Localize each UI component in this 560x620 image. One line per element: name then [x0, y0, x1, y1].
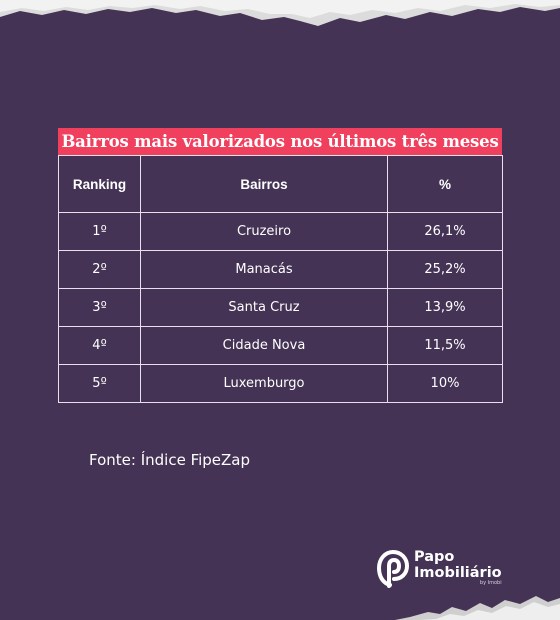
torn-paper-top [0, 0, 560, 26]
rank-cell: 5º [58, 364, 141, 403]
table-row: 1º Cruzeiro 26,1% [58, 212, 503, 251]
table-title: Bairros mais valorizados nos últimos trê… [61, 132, 499, 151]
brand-logo: Papo Imobiliário by Imobi [376, 548, 502, 588]
table-header-row: Ranking Bairros % [58, 155, 503, 213]
percent-cell: 11,5% [387, 326, 503, 365]
ranking-table: Ranking Bairros % 1º Cruzeiro 26,1% 2º M… [58, 155, 503, 403]
header-ranking: Ranking [58, 155, 141, 213]
table-row: 5º Luxemburgo 10% [58, 364, 503, 403]
table-title-banner: Bairros mais valorizados nos últimos trê… [58, 128, 502, 155]
neighborhood-cell: Luxemburgo [140, 364, 388, 403]
header-percent: % [387, 155, 503, 213]
papo-imobiliario-logo-icon [376, 549, 410, 588]
table-row: 4º Cidade Nova 11,5% [58, 326, 503, 365]
rank-cell: 4º [58, 326, 141, 365]
percent-cell: 10% [387, 364, 503, 403]
rank-cell: 3º [58, 288, 141, 327]
brand-tagline: by Imobi [479, 580, 502, 586]
rank-cell: 1º [58, 212, 141, 251]
neighborhood-cell: Manacás [140, 250, 388, 289]
neighborhood-cell: Santa Cruz [140, 288, 388, 327]
neighborhood-cell: Cidade Nova [140, 326, 388, 365]
table-row: 3º Santa Cruz 13,9% [58, 288, 503, 327]
neighborhood-cell: Cruzeiro [140, 212, 388, 251]
table-row: 2º Manacás 25,2% [58, 250, 503, 289]
brand-name-line1: Papo [414, 549, 455, 565]
brand-name-line2: Imobiliário [414, 564, 502, 581]
percent-cell: 26,1% [387, 212, 503, 251]
rank-cell: 2º [58, 250, 141, 289]
header-bairros: Bairros [140, 155, 388, 213]
source-note: Fonte: Índice FipeZap [89, 451, 251, 469]
percent-cell: 13,9% [387, 288, 503, 327]
torn-paper-bottom [0, 596, 560, 620]
percent-cell: 25,2% [387, 250, 503, 289]
